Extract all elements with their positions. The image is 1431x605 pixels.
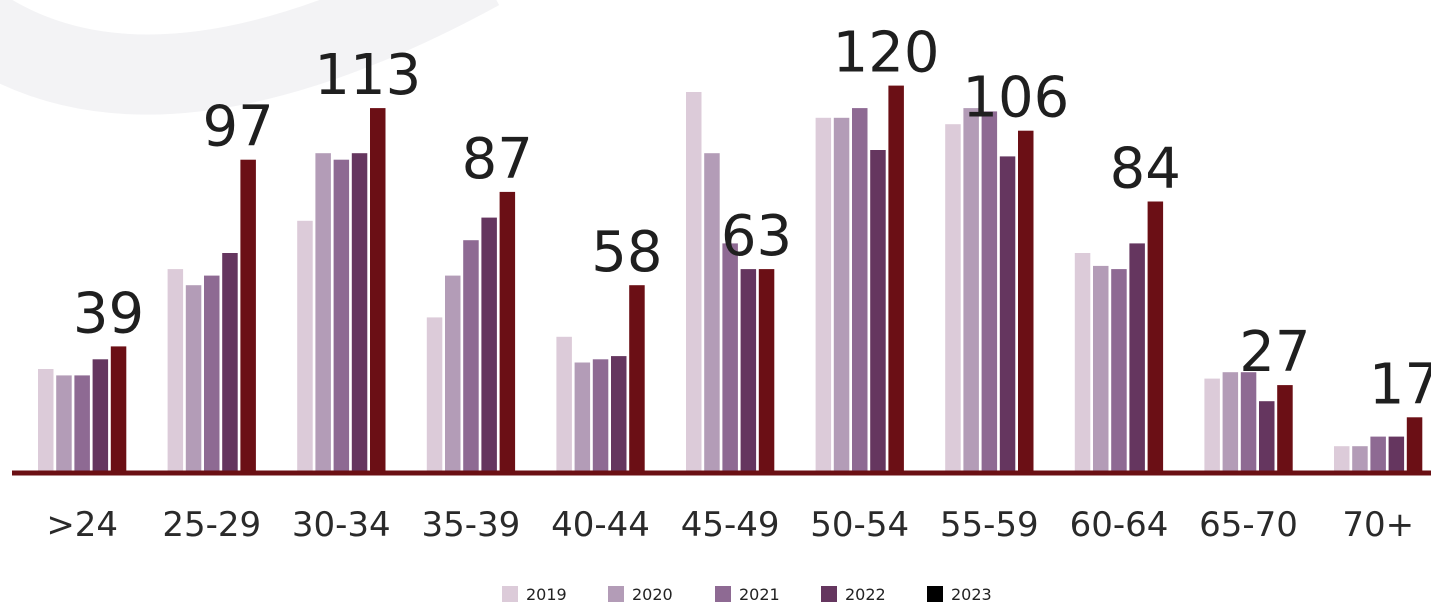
bar-30-34-2022 — [351, 153, 368, 472]
bar-55-59-2023 — [1018, 130, 1034, 472]
x-tick-label-50-54: 50-54 — [810, 505, 909, 545]
bar-50-54-2021 — [852, 108, 868, 472]
bar-60-64-2022 — [1129, 243, 1145, 472]
bar-24-2022 — [92, 359, 109, 472]
bar-50-54-2019 — [815, 117, 832, 473]
bar-40-44-2019 — [556, 336, 572, 472]
bar-50-54-2023 — [888, 85, 904, 472]
bar-50-54-2022 — [870, 150, 886, 472]
bar-45-49-2020 — [704, 153, 720, 472]
legend-swatch-2019 — [502, 586, 518, 602]
legend-swatch-2022 — [821, 586, 837, 602]
bar-30-34-2021 — [333, 159, 350, 472]
data-label-65-70: 27 — [1239, 320, 1310, 385]
x-tick-label-70: 70+ — [1342, 505, 1414, 545]
bar-60-64-2021 — [1111, 269, 1127, 472]
bar-25-29-2022 — [222, 253, 238, 472]
bar-65-70-2022 — [1259, 401, 1275, 472]
legend-label-2020: 2020 — [632, 585, 673, 604]
bar-30-34-2020 — [315, 153, 331, 472]
data-label-60-64: 84 — [1110, 137, 1181, 202]
bar-24-2021 — [74, 375, 90, 472]
bar-65-70-2020 — [1222, 372, 1239, 472]
bar-70-2021 — [1370, 436, 1386, 472]
bar-40-44-2023 — [629, 285, 645, 472]
bar-25-29-2020 — [185, 285, 202, 472]
bar-35-39-2022 — [481, 217, 497, 472]
x-tick-label-45-49: 45-49 — [681, 505, 780, 545]
bar-65-70-2023 — [1277, 385, 1293, 472]
bar-50-54-2020 — [833, 117, 850, 473]
bar-60-64-2019 — [1074, 253, 1091, 472]
legend-label-2023: 2023 — [951, 585, 992, 604]
data-label-45-49: 63 — [721, 204, 792, 269]
bar-55-59-2022 — [999, 156, 1016, 472]
bar-25-29-2019 — [167, 269, 184, 472]
legend-label-2022: 2022 — [845, 585, 886, 604]
bar-35-39-2023 — [499, 191, 516, 472]
bar-55-59-2021 — [981, 111, 998, 473]
bar-25-29-2023 — [240, 159, 256, 472]
bar-40-44-2022 — [611, 356, 627, 472]
bar-60-64-2023 — [1147, 201, 1164, 472]
x-tick-label-30-34: 30-34 — [292, 505, 391, 545]
x-tick-label-24: >24 — [46, 505, 118, 545]
bar-40-44-2021 — [592, 359, 609, 472]
bar-45-49-2022 — [740, 269, 757, 472]
bars-group — [38, 85, 1423, 473]
legend-swatch-2020 — [608, 586, 624, 602]
bar-70-2019 — [1334, 446, 1350, 472]
legend: 2019 2020 2021 2022 2023 — [502, 585, 992, 604]
bar-35-39-2020 — [445, 275, 461, 472]
bar-35-39-2021 — [463, 240, 479, 472]
bar-65-70-2021 — [1240, 372, 1257, 472]
decorative-arc — [0, 0, 500, 115]
bar-35-39-2019 — [426, 317, 443, 472]
bar-24-2020 — [56, 375, 72, 472]
bar-24-2019 — [38, 369, 54, 472]
bar-70-2022 — [1388, 436, 1405, 472]
x-tick-label-35-39: 35-39 — [422, 505, 521, 545]
legend-label-2021: 2021 — [739, 585, 780, 604]
bar-30-34-2019 — [297, 220, 313, 472]
data-label-24: 39 — [73, 281, 144, 346]
x-tick-label-40-44: 40-44 — [551, 505, 650, 545]
data-label-50-54: 120 — [833, 21, 940, 86]
x-tick-labels-group: >24 25-29 30-34 35-39 40-44 45-49 50-54 55-59 60… — [46, 505, 1414, 545]
bar-55-59-2020 — [963, 108, 979, 472]
bar-40-44-2020 — [574, 362, 591, 472]
data-label-35-39: 87 — [462, 127, 533, 192]
data-labels-group: 39 97 113 87 58 63 120 106 84 27 17 — [73, 21, 1431, 418]
data-label-25-29: 97 — [202, 95, 273, 160]
data-label-70: 17 — [1369, 352, 1431, 417]
bar-70-2023 — [1406, 417, 1423, 472]
x-tick-label-25-29: 25-29 — [162, 505, 261, 545]
bar-45-49-2023 — [758, 269, 775, 472]
bar-45-49-2021 — [722, 243, 738, 472]
legend-swatch-2021 — [715, 586, 731, 602]
bar-30-34-2023 — [370, 108, 386, 472]
bar-45-49-2019 — [686, 92, 702, 472]
x-tick-label-55-59: 55-59 — [940, 505, 1039, 545]
data-label-55-59: 106 — [962, 66, 1069, 131]
legend-swatch-2023 — [927, 586, 943, 602]
bar-24-2023 — [110, 346, 127, 472]
data-label-30-34: 113 — [314, 43, 421, 108]
x-tick-label-65-70: 65-70 — [1199, 505, 1298, 545]
bar-65-70-2019 — [1204, 378, 1220, 472]
bar-55-59-2019 — [945, 124, 961, 472]
x-tick-label-60-64: 60-64 — [1070, 505, 1169, 545]
data-label-40-44: 58 — [591, 220, 662, 285]
legend-label-2019: 2019 — [526, 585, 567, 604]
bar-60-64-2020 — [1093, 265, 1109, 472]
bar-25-29-2021 — [204, 275, 220, 472]
bar-70-2020 — [1352, 446, 1368, 472]
